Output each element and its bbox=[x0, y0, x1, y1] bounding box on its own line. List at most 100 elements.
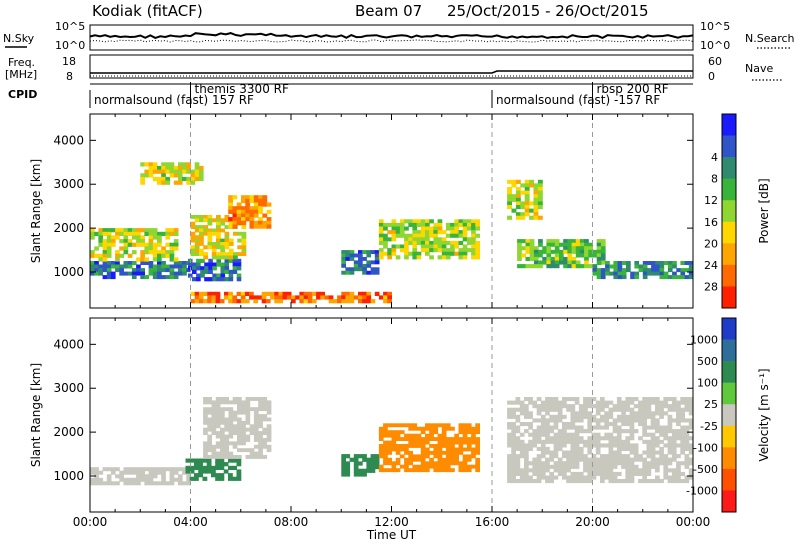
heatmap-cell bbox=[140, 239, 145, 244]
heatmap-cell bbox=[353, 472, 359, 477]
heatmap-cell bbox=[557, 461, 563, 466]
heatmap-cell bbox=[211, 417, 217, 422]
heatmap-cell bbox=[604, 425, 609, 430]
heatmap-cell bbox=[416, 454, 422, 459]
heatmap-cell bbox=[511, 439, 516, 444]
heatmap-cell bbox=[249, 455, 255, 459]
heatmap-cell bbox=[659, 432, 664, 437]
heatmap-cell bbox=[437, 248, 443, 253]
heatmap-cell bbox=[207, 420, 212, 425]
heatmap-cell bbox=[383, 237, 388, 242]
heatmap-cell bbox=[211, 245, 217, 250]
nsearch-trace bbox=[89, 39, 694, 43]
heatmap-cell bbox=[90, 228, 95, 233]
heatmap-cell bbox=[445, 464, 451, 469]
heatmap-cell bbox=[228, 295, 233, 300]
heatmap-cell bbox=[262, 400, 268, 405]
heatmap-cell bbox=[642, 464, 647, 469]
heatmap-cell bbox=[684, 475, 690, 480]
heatmap-cell bbox=[98, 257, 104, 262]
heatmap-cell bbox=[507, 468, 512, 473]
heatmap-cell bbox=[520, 190, 526, 195]
heatmap-cell bbox=[507, 187, 512, 192]
heatmap-cell bbox=[262, 403, 268, 408]
heatmap-cell bbox=[466, 423, 472, 428]
heatmap-cell bbox=[215, 465, 220, 470]
heatmap-cell bbox=[200, 269, 205, 274]
heatmap-cell bbox=[471, 233, 476, 238]
heatmap-cell bbox=[519, 446, 525, 451]
heatmap-cell bbox=[529, 249, 535, 254]
heatmap-cell bbox=[642, 422, 647, 427]
heatmap-cell bbox=[650, 418, 656, 423]
heatmap-cell bbox=[237, 420, 242, 425]
heatmap-cell bbox=[349, 257, 355, 261]
heatmap-cell bbox=[206, 469, 212, 474]
heatmap-cell bbox=[320, 291, 325, 296]
heatmap-cell bbox=[570, 446, 576, 451]
heatmap-cell bbox=[412, 440, 418, 445]
heatmap-cell bbox=[655, 264, 660, 269]
heatmap-cell bbox=[194, 215, 200, 219]
heatmap-cell bbox=[199, 242, 204, 246]
heatmap-cell bbox=[307, 299, 313, 304]
heatmap-cell bbox=[387, 423, 392, 428]
heatmap-cell bbox=[220, 420, 225, 425]
heatmap-cell bbox=[425, 251, 430, 256]
heatmap-cell bbox=[404, 461, 409, 466]
heatmap-cell bbox=[583, 429, 588, 434]
heatmap-cell bbox=[588, 242, 593, 247]
heatmap-cell bbox=[387, 444, 392, 448]
heatmap-cell bbox=[173, 467, 179, 472]
heatmap-cell bbox=[408, 251, 413, 256]
heatmap-cell bbox=[157, 231, 162, 236]
heatmap-cell bbox=[362, 270, 367, 275]
heatmap-cell bbox=[198, 473, 203, 478]
heatmap-cell bbox=[557, 436, 563, 441]
heatmap-cell bbox=[466, 440, 472, 445]
heatmap-cell bbox=[266, 407, 272, 412]
heatmap-cell bbox=[412, 426, 418, 431]
heatmap-cell bbox=[157, 268, 162, 273]
heatmap-cell bbox=[291, 295, 296, 300]
heatmap-cell bbox=[408, 423, 413, 428]
heatmap-cell bbox=[274, 299, 279, 304]
heatmap-cell bbox=[345, 468, 351, 473]
heatmap-cell bbox=[228, 202, 233, 207]
heatmap-cell bbox=[524, 187, 530, 192]
heatmap-cell bbox=[253, 410, 259, 415]
nave-tick-bottom: 0 bbox=[708, 70, 715, 83]
heatmap-cell bbox=[646, 400, 652, 405]
heatmap-cell bbox=[106, 481, 112, 486]
heatmap-cell bbox=[546, 239, 552, 244]
heatmap-cell bbox=[110, 235, 116, 240]
heatmap-cell bbox=[353, 253, 359, 258]
heatmap-cell bbox=[507, 439, 512, 444]
heatmap-cell bbox=[567, 260, 573, 265]
heatmap-cell bbox=[532, 479, 538, 484]
heatmap-cell bbox=[519, 450, 525, 455]
heatmap-cell bbox=[211, 427, 217, 432]
heatmap-cell bbox=[621, 443, 626, 448]
heatmap-cell bbox=[684, 439, 690, 444]
heatmap-cell bbox=[655, 461, 660, 466]
heatmap-cell bbox=[194, 165, 200, 171]
heatmap-cell bbox=[515, 457, 521, 462]
heatmap-cell bbox=[203, 455, 208, 459]
heatmap-cell bbox=[600, 239, 606, 244]
heatmap-cell bbox=[416, 237, 422, 242]
heatmap-cell bbox=[471, 219, 476, 224]
heatmap-cell bbox=[165, 169, 171, 174]
heatmap-cell bbox=[198, 462, 203, 467]
heatmap-cell bbox=[233, 231, 238, 236]
heatmap-cell bbox=[341, 263, 346, 268]
heatmap-cell bbox=[106, 268, 112, 273]
heatmap-cell bbox=[650, 454, 656, 459]
heatmap-cell bbox=[341, 465, 346, 470]
heatmap-cell bbox=[553, 422, 559, 427]
heatmap-cell bbox=[408, 454, 413, 459]
heatmap-cell bbox=[404, 251, 409, 256]
heatmap-cell bbox=[600, 443, 605, 448]
heatmap-cell bbox=[549, 407, 554, 412]
heatmap-cell bbox=[621, 407, 626, 412]
